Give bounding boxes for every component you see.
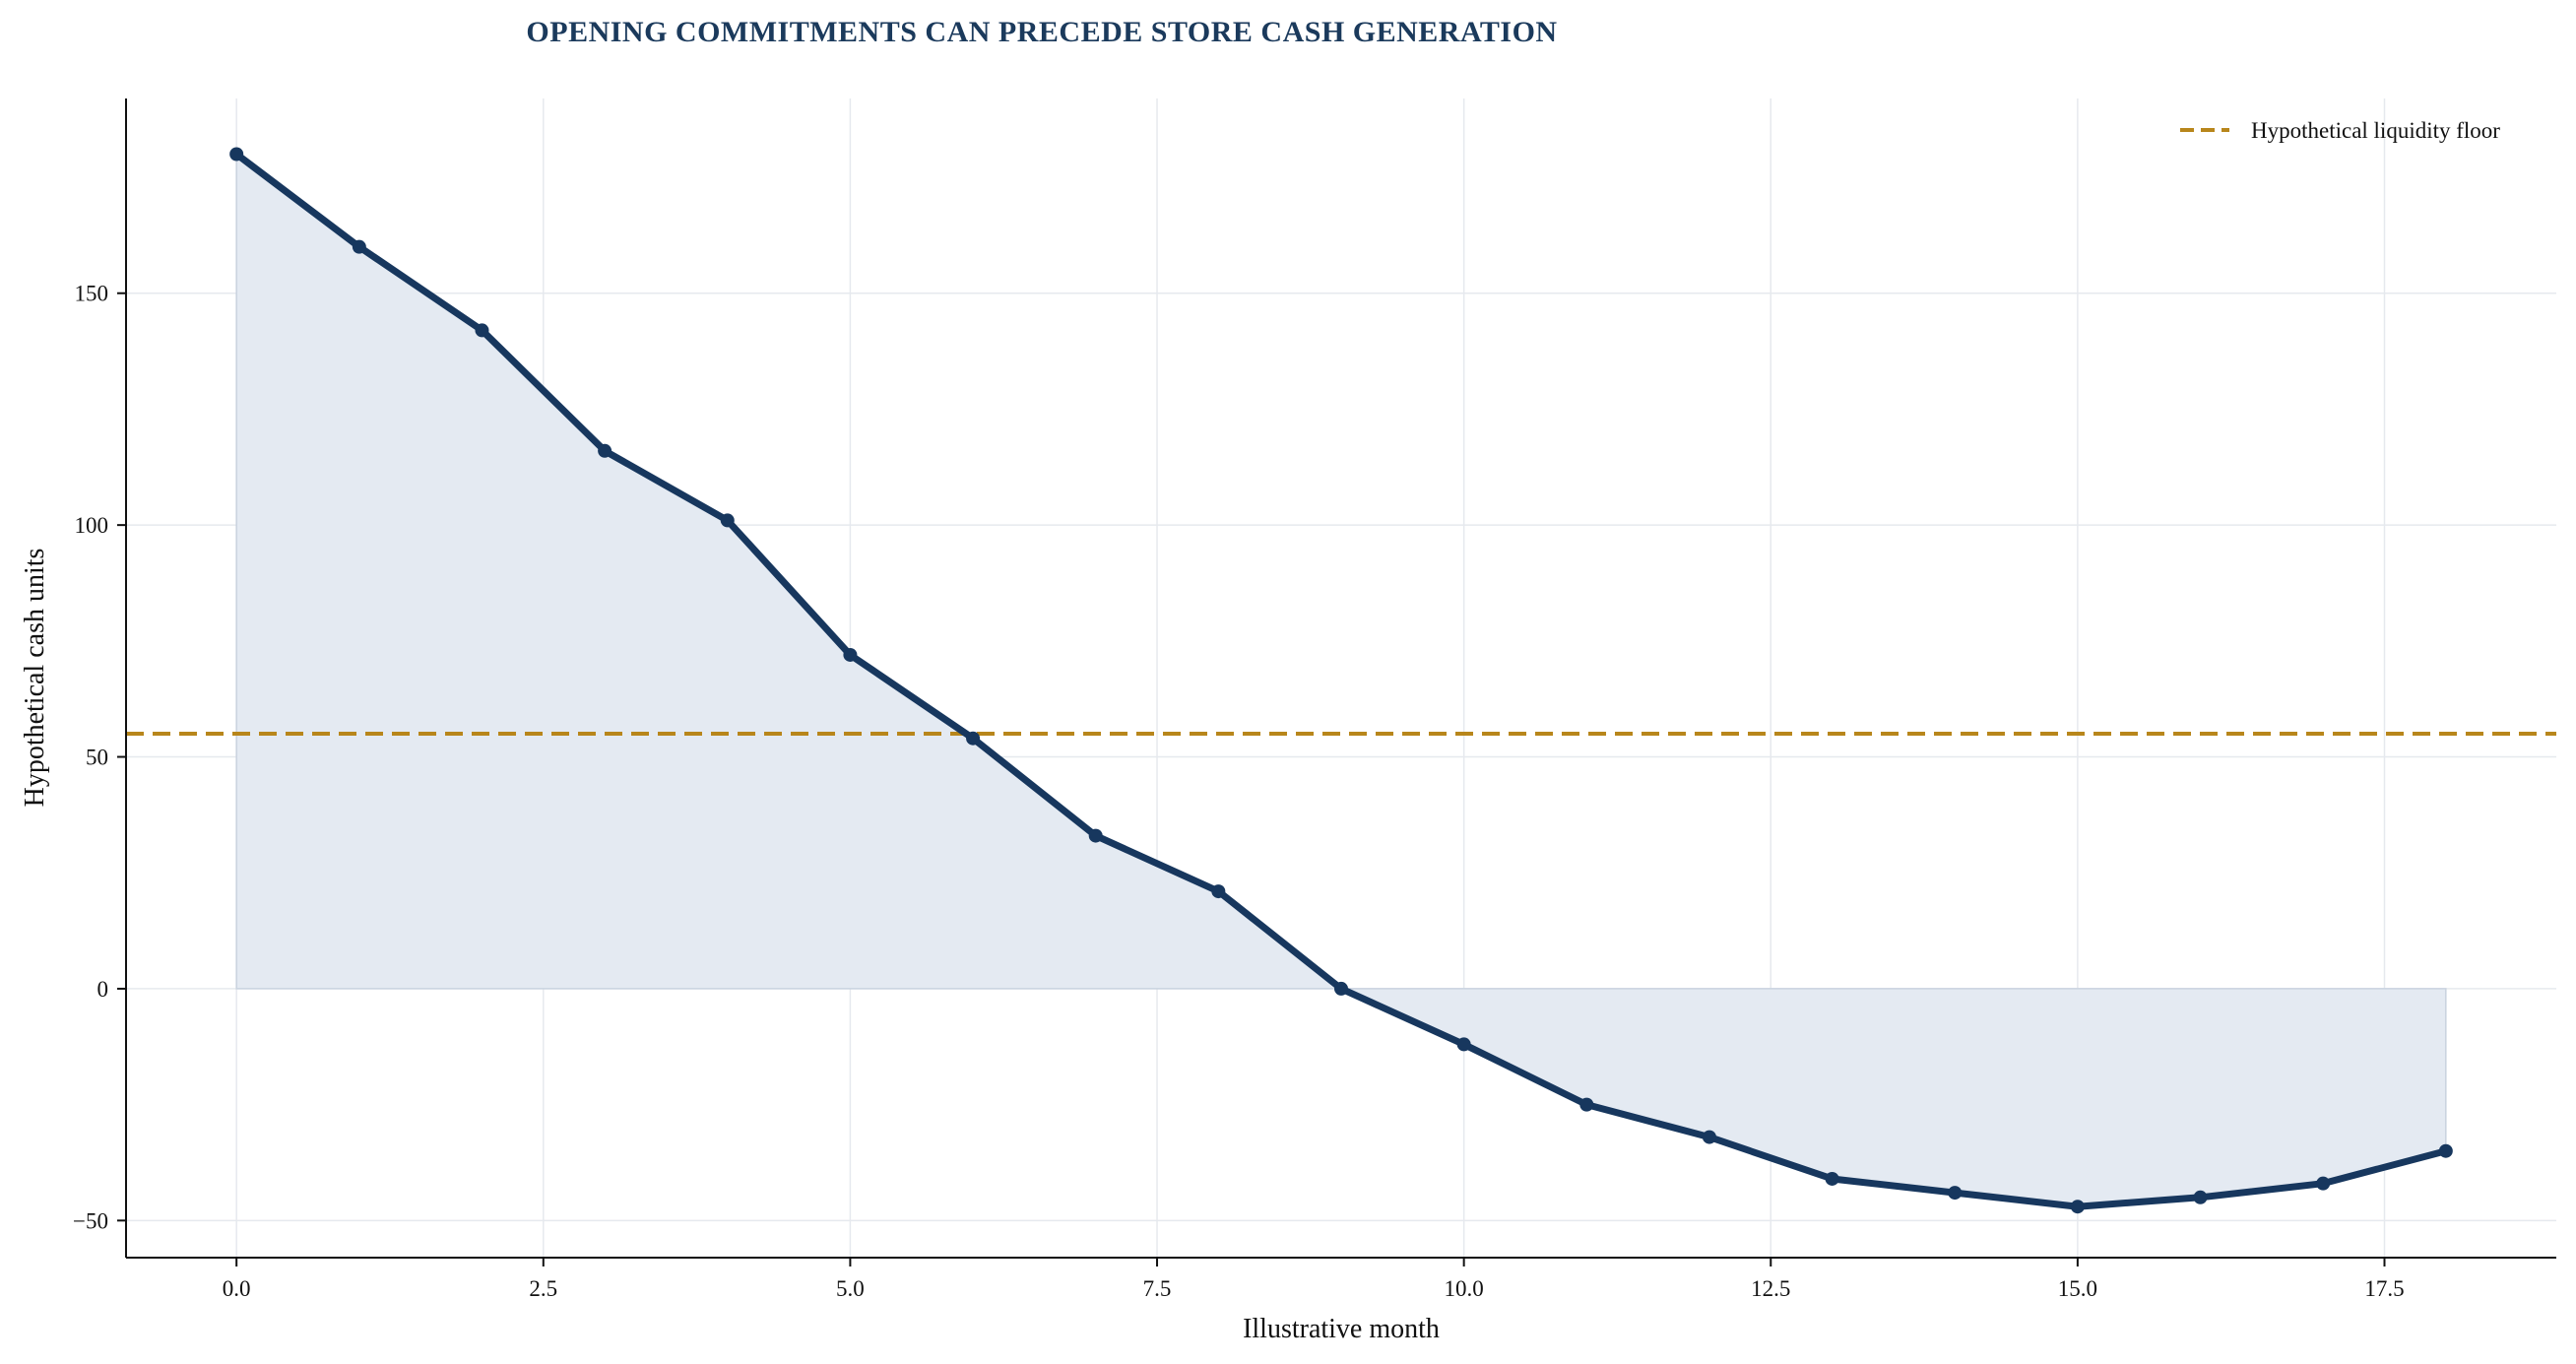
- data-points: [229, 147, 2453, 1214]
- data-point: [475, 323, 489, 338]
- data-point: [2316, 1176, 2331, 1191]
- data-point: [352, 239, 366, 254]
- data-point: [1334, 981, 1348, 996]
- y-tick-label: −50: [73, 1208, 108, 1233]
- legend-label-liquidity-floor: Hypothetical liquidity floor: [2251, 118, 2500, 143]
- data-point: [720, 513, 735, 528]
- area-fill: [235, 152, 2447, 1207]
- data-point: [966, 731, 981, 746]
- data-point: [843, 647, 858, 662]
- y-axis-ticks: −50 0 50 100 150: [73, 282, 126, 1233]
- y-tick-label: 150: [75, 282, 109, 306]
- x-tick-label: 0.0: [223, 1276, 251, 1301]
- data-point: [1456, 1037, 1471, 1052]
- area-fill-layer: [235, 152, 2447, 1207]
- y-tick-label: 100: [75, 513, 109, 538]
- legend: Hypothetical liquidity floor: [2180, 118, 2500, 143]
- data-point: [2438, 1143, 2453, 1158]
- x-tick-label: 15.0: [2058, 1276, 2097, 1301]
- chart-title: OPENING COMMITMENTS CAN PRECEDE STORE CA…: [526, 16, 1557, 48]
- data-point: [1579, 1097, 1594, 1112]
- x-tick-label: 12.5: [1751, 1276, 1790, 1301]
- data-point: [2193, 1190, 2208, 1204]
- data-point: [598, 443, 612, 458]
- data-point: [1825, 1171, 1839, 1186]
- y-tick-label: 50: [86, 746, 108, 770]
- y-axis-label: Hypothetical cash units: [20, 549, 50, 808]
- axes: [125, 98, 2556, 1259]
- data-point: [1948, 1186, 1963, 1201]
- x-tick-label: 5.0: [836, 1276, 865, 1301]
- data-point: [229, 147, 244, 162]
- x-tick-label: 7.5: [1143, 1276, 1172, 1301]
- x-axis-ticks: 0.0 2.5 5.0 7.5 10.0 12.5 15.0 17.5: [223, 1258, 2405, 1301]
- x-tick-label: 17.5: [2364, 1276, 2404, 1301]
- data-point: [2070, 1200, 2085, 1214]
- x-axis-label: Illustrative month: [1243, 1314, 1440, 1344]
- data-point: [1211, 884, 1226, 899]
- data-point: [1088, 828, 1103, 843]
- x-tick-label: 2.5: [529, 1276, 557, 1301]
- y-tick-label: 0: [97, 977, 109, 1002]
- data-point: [1702, 1130, 1716, 1144]
- x-tick-label: 10.0: [1445, 1276, 1484, 1301]
